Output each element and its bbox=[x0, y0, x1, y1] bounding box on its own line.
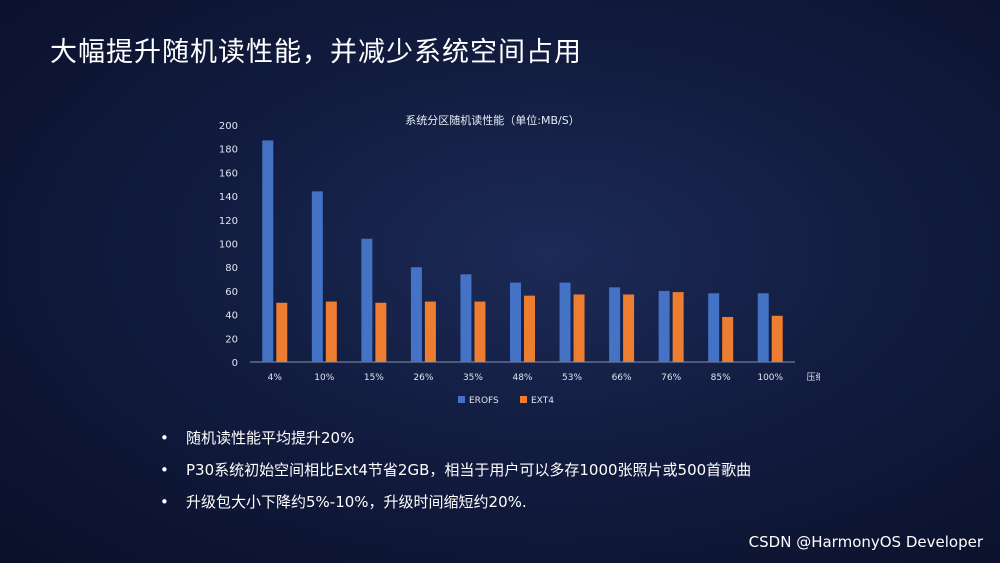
legend-label: EROFS bbox=[469, 396, 499, 406]
x-tick-label: 100% bbox=[757, 373, 783, 383]
x-tick-label: 4% bbox=[268, 373, 283, 383]
bar-erofs bbox=[658, 290, 670, 362]
bar-ext4 bbox=[424, 301, 436, 362]
bullet-item: • P30系统初始空间相比Ext4节省2GB，相当于用户可以多存1000张照片或5… bbox=[160, 460, 751, 481]
bar-erofs bbox=[559, 282, 571, 362]
bullet-dot-icon: • bbox=[160, 493, 169, 511]
y-tick-label: 80 bbox=[225, 263, 238, 274]
bullet-item: • 升级包大小下降约5%-10%，升级时间缩短约20%. bbox=[160, 492, 751, 513]
bar-ext4 bbox=[722, 316, 734, 362]
bar-ext4 bbox=[474, 301, 486, 362]
y-tick-label: 160 bbox=[219, 168, 238, 179]
bar-ext4 bbox=[325, 301, 337, 362]
bullet-item: • 随机读性能平均提升20% bbox=[160, 428, 751, 449]
bullet-text: P30系统初始空间相比Ext4节省2GB，相当于用户可以多存1000张照片或50… bbox=[186, 461, 752, 479]
x-tick-label: 76% bbox=[661, 373, 681, 383]
bullet-dot-icon: • bbox=[160, 461, 169, 479]
bar-erofs bbox=[609, 287, 621, 362]
chart-title: 系统分区随机读性能（单位:MB/S） bbox=[405, 113, 579, 127]
y-tick-label: 60 bbox=[225, 287, 238, 298]
x-tick-label: 85% bbox=[711, 373, 731, 383]
bar-erofs bbox=[262, 140, 274, 362]
y-tick-label: 20 bbox=[225, 334, 238, 345]
y-tick-label: 40 bbox=[225, 311, 238, 322]
x-axis-label: 压缩率 bbox=[806, 371, 820, 383]
x-tick-label: 48% bbox=[512, 373, 532, 383]
bar-erofs bbox=[510, 282, 521, 362]
x-tick-label: 10% bbox=[314, 373, 334, 383]
bar-erofs bbox=[757, 293, 769, 362]
y-tick-label: 200 bbox=[219, 121, 238, 132]
y-tick-label: 180 bbox=[219, 145, 238, 156]
legend-swatch bbox=[520, 396, 527, 403]
bullet-list: • 随机读性能平均提升20% • P30系统初始空间相比Ext4节省2GB，相当于用… bbox=[160, 428, 751, 524]
bar-ext4 bbox=[276, 302, 288, 362]
x-tick-label: 35% bbox=[463, 373, 483, 383]
bar-ext4 bbox=[672, 292, 684, 362]
x-tick-label: 66% bbox=[612, 373, 632, 383]
slide-title: 大幅提升随机读性能，并减少系统空间占用 bbox=[50, 37, 582, 68]
x-tick-label: 15% bbox=[364, 373, 384, 383]
bar-erofs bbox=[361, 238, 373, 362]
y-tick-label: 140 bbox=[219, 192, 238, 203]
y-tick-label: 120 bbox=[219, 216, 238, 227]
bar-ext4 bbox=[573, 294, 585, 362]
bar-erofs bbox=[708, 293, 720, 362]
x-tick-label: 53% bbox=[562, 373, 582, 383]
y-tick-label: 100 bbox=[219, 240, 238, 251]
legend-label: EXT4 bbox=[531, 396, 554, 406]
bar-erofs bbox=[311, 191, 323, 362]
bar-ext4 bbox=[771, 315, 783, 362]
bullet-text: 升级包大小下降约5%-10%，升级时间缩短约20%. bbox=[186, 493, 527, 511]
y-tick-label: 0 bbox=[232, 358, 238, 369]
bar-ext4 bbox=[375, 302, 387, 362]
bullet-text: 随机读性能平均提升20% bbox=[186, 429, 355, 447]
bar-erofs bbox=[410, 267, 422, 362]
x-tick-label: 26% bbox=[413, 373, 433, 383]
watermark: CSDN @HarmonyOS Developer bbox=[748, 533, 983, 551]
bullet-dot-icon: • bbox=[160, 429, 169, 447]
bar-chart: 系统分区随机读性能（单位:MB/S） 0 20 40 60 80 100 120 140 160 1… bbox=[219, 113, 820, 406]
bar-ext4 bbox=[524, 295, 535, 362]
bar-ext4 bbox=[623, 294, 635, 362]
bar-erofs bbox=[460, 274, 472, 362]
legend-swatch bbox=[458, 396, 465, 403]
